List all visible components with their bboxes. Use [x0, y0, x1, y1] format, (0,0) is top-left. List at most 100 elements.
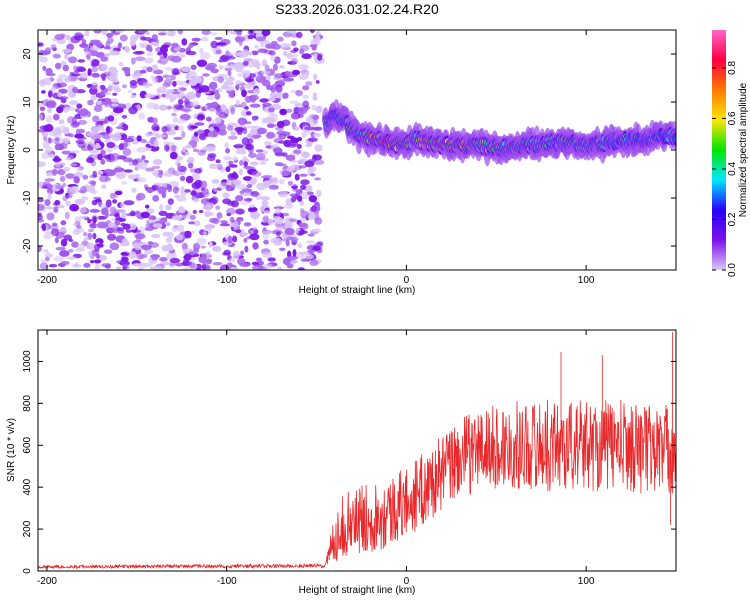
noise-speckle: [64, 211, 70, 220]
noise-speckle: [171, 42, 179, 48]
noise-speckle: [75, 128, 85, 134]
noise-speckle: [267, 218, 274, 226]
noise-speckle: [197, 113, 205, 120]
noise-speckle: [54, 34, 65, 40]
noise-speckle: [148, 46, 153, 53]
noise-speckle: [227, 69, 232, 77]
noise-speckle: [292, 54, 298, 58]
noise-speckle: [264, 141, 272, 146]
noise-speckle: [204, 224, 216, 229]
noise-speckle: [47, 137, 52, 144]
noise-speckle: [115, 212, 120, 217]
noise-speckle: [122, 148, 132, 156]
noise-speckle: [285, 257, 292, 262]
noise-speckle: [277, 36, 284, 42]
noise-speckle: [151, 165, 161, 169]
noise-speckle: [264, 116, 275, 124]
noise-speckle: [215, 159, 221, 164]
noise-speckle: [163, 245, 174, 252]
noise-speckle: [96, 100, 103, 105]
noise-speckle: [136, 192, 146, 201]
noise-speckle: [50, 86, 56, 92]
snr-x-axis-label: Height of straight line (km): [299, 585, 416, 596]
noise-speckle: [294, 126, 299, 130]
noise-speckle: [266, 131, 276, 139]
noise-speckle: [310, 173, 316, 177]
noise-speckle: [206, 62, 217, 69]
noise-speckle: [278, 178, 285, 185]
noise-speckle: [42, 131, 49, 137]
noise-speckle: [69, 71, 75, 76]
noise-speckle: [69, 186, 80, 194]
snr-x-tick-label: 100: [578, 576, 595, 587]
noise-speckle: [123, 137, 134, 143]
noise-speckle: [215, 117, 222, 124]
noise-speckle: [314, 144, 323, 152]
noise-speckle: [314, 35, 321, 43]
noise-speckle: [79, 207, 87, 214]
noise-speckle: [200, 180, 208, 189]
noise-speckle: [38, 113, 44, 121]
noise-speckle: [145, 31, 151, 36]
noise-speckle: [304, 253, 314, 260]
noise-speckle: [244, 245, 249, 253]
noise-speckle: [59, 250, 70, 257]
noise-speckle: [152, 117, 158, 125]
noise-speckle: [83, 232, 88, 237]
noise-speckle: [261, 199, 269, 207]
noise-speckle: [41, 223, 47, 232]
noise-speckle: [73, 176, 80, 184]
spectrogram-y-axis-label: Frequency (Hz): [6, 116, 17, 185]
noise-speckle: [238, 168, 244, 176]
noise-speckle: [136, 135, 142, 142]
noise-speckle: [293, 47, 299, 52]
noise-speckle: [90, 95, 97, 101]
noise-speckle: [212, 245, 222, 252]
noise-speckle: [261, 230, 271, 234]
noise-speckle: [115, 126, 125, 130]
noise-speckle: [261, 62, 266, 66]
noise-speckle: [217, 76, 225, 84]
noise-speckle: [182, 266, 193, 270]
noise-speckle: [152, 223, 163, 228]
noise-speckle: [284, 203, 294, 209]
noise-speckle: [111, 78, 119, 84]
noise-speckle: [71, 121, 81, 127]
noise-speckle: [252, 264, 263, 270]
noise-speckle: [221, 104, 227, 113]
noise-speckle: [171, 225, 179, 233]
noise-speckle: [80, 72, 88, 79]
noise-speckle: [216, 212, 223, 219]
noise-speckle: [144, 227, 154, 232]
noise-speckle: [260, 196, 271, 201]
noise-speckle: [180, 186, 185, 195]
noise-speckle: [295, 90, 303, 97]
noise-speckle: [190, 64, 197, 71]
noise-speckle: [244, 197, 253, 202]
noise-speckle: [196, 237, 207, 246]
noise-speckle: [114, 217, 123, 221]
noise-speckle: [242, 61, 249, 66]
noise-speckle: [176, 118, 186, 124]
noise-speckle: [87, 68, 92, 76]
noise-speckle: [86, 132, 96, 137]
noise-speckle: [44, 199, 51, 207]
noise-speckle: [76, 225, 82, 229]
noise-speckle: [171, 52, 183, 58]
noise-speckle: [75, 168, 83, 172]
noise-speckle: [179, 175, 186, 182]
noise-speckle: [105, 126, 113, 134]
noise-speckle: [72, 229, 81, 236]
noise-speckle: [212, 262, 223, 266]
noise-speckle: [306, 245, 317, 251]
noise-speckle: [225, 85, 235, 92]
spectrogram-noise-region: [38, 30, 325, 270]
noise-speckle: [249, 95, 257, 103]
noise-speckle: [208, 107, 216, 113]
noise-speckle: [252, 226, 258, 230]
noise-speckle: [302, 94, 309, 100]
noise-speckle: [167, 231, 175, 239]
noise-speckle: [215, 108, 221, 116]
noise-speckle: [54, 199, 61, 206]
noise-speckle: [113, 131, 124, 136]
